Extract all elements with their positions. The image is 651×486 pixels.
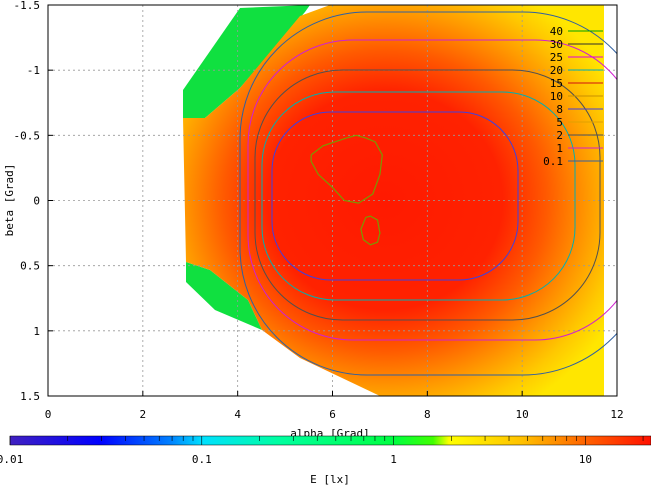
colorbar [9,435,651,446]
colorbar-tick-label: 0.1 [192,453,212,466]
colorbar-tick-label: 10 [579,453,592,466]
y-tick-label: -0.5 [14,129,41,142]
heat-field-green-top [183,5,310,118]
x-tick-label: 2 [140,408,147,421]
y-tick-label: 0.5 [20,260,40,273]
contour-line [247,39,617,341]
contour-line [239,11,617,376]
colorbar-label: E [lx] [310,473,350,486]
y-tick-label: -1 [27,64,40,77]
contour-line [261,91,576,301]
x-tick-label: 0 [45,408,52,421]
legend-label: 5 [556,116,563,129]
legend-label: 30 [550,38,563,51]
y-tick-label: 0 [33,195,40,208]
colorbar-tick-label: 1 [390,453,397,466]
contour-line [254,69,601,321]
x-tick-label: 6 [329,408,336,421]
x-tick-label: 12 [610,408,623,421]
contour-series [360,215,381,246]
legend-label: 10 [550,90,563,103]
y-tick-label: 1.5 [20,390,40,403]
x-tick-label: 8 [424,408,431,421]
contour-series [310,134,383,204]
legend-label: 20 [550,64,563,77]
legend-label: 0.1 [543,155,563,168]
x-tick-label: 10 [516,408,529,421]
legend-label: 15 [550,77,563,90]
y-axis-label: beta [Grad] [3,164,16,237]
legend-label: 8 [556,103,563,116]
y-axis-ticks: -1.5 -1 -0.5 0 0.5 1 1.5 [14,0,53,403]
legend-label: 2 [556,129,563,142]
legend-label: 25 [550,51,563,64]
x-axis-ticks: 0 2 4 6 8 10 12 [45,391,624,421]
legend-label: 40 [550,25,563,38]
x-tick-label: 4 [234,408,241,421]
heat-field-green-bottom [186,262,262,330]
colorbar-tick-label: 0.01 [0,453,23,466]
y-tick-label: -1.5 [14,0,41,12]
colorbar-ticks: 0.01 0.1 1 10 [0,436,644,466]
y-tick-label: 1 [33,325,40,338]
contour-lines [239,11,617,376]
legend-label: 1 [556,142,563,155]
contour-line [271,111,519,281]
